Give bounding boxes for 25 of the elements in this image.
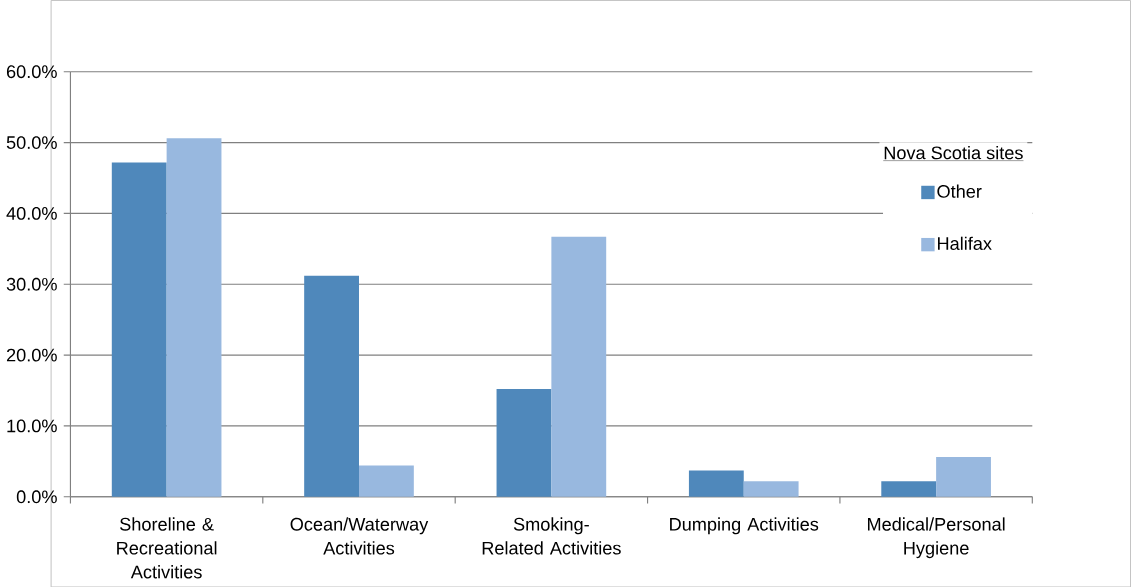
bar (111, 162, 167, 497)
y-tick-label: 30.0% (6, 277, 57, 291)
y-tick-label: 0.0% (16, 490, 57, 503)
bar (743, 480, 799, 497)
bar (936, 456, 991, 497)
bar (496, 388, 552, 497)
bar (359, 465, 414, 497)
y-tick-label: 50.0% (6, 135, 57, 149)
bar (166, 138, 222, 497)
bar (688, 470, 744, 497)
bar (881, 480, 937, 497)
legend-title: Nova Scotia sites (884, 145, 1023, 160)
y-tick-label: 20.0% (6, 348, 57, 362)
y-tick-label: 10.0% (7, 419, 57, 433)
x-tick-label: Medical/Personal Hygiene (867, 517, 1005, 558)
x-tick-label: Dumping Activities (670, 517, 819, 535)
bar (551, 236, 607, 497)
y-tick-label: 60.0% (6, 65, 57, 78)
x-tick-label: Shoreline & Recreational Activities (117, 517, 217, 579)
bar (304, 275, 359, 497)
x-tick-label: Smoking-Related Activities (482, 517, 621, 555)
legend-label: Other (937, 184, 982, 198)
y-tick-label: 40.0% (6, 206, 57, 220)
x-tick-label: Ocean/Waterway Activities (290, 517, 429, 555)
legend-label: Halifax (938, 236, 992, 250)
